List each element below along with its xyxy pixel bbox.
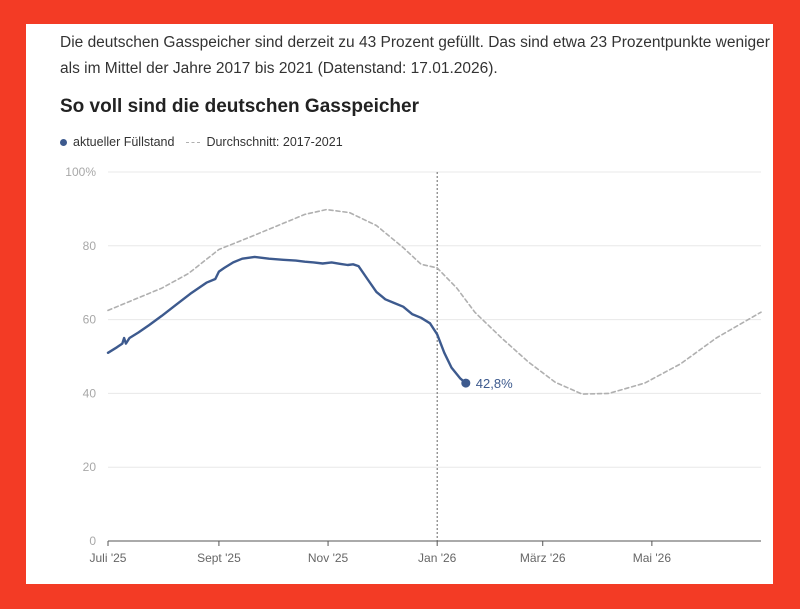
chart-title: So voll sind die deutschen Gasspeicher (60, 96, 419, 117)
y-tick-label: 60 (83, 313, 97, 327)
chart-plot: 0 20 40 60 80 100% Juli '25 Sept '25 Nov '25 Jan … (65, 165, 762, 565)
x-tick-label: Nov '25 (308, 551, 349, 565)
y-tick-label: 20 (83, 460, 97, 474)
legend: aktueller Füllstand Durchschnitt: 2017-2… (60, 135, 355, 149)
y-tick-label: 0 (89, 534, 96, 548)
legend-dash-icon (186, 141, 201, 143)
current-value-label: 42,8% (476, 376, 513, 391)
legend-dot-icon (60, 138, 67, 146)
current-value-point (461, 378, 471, 388)
legend-label-average: Durchschnitt: 2017-2021 (206, 135, 343, 149)
series-line-average (107, 208, 762, 395)
legend-item-average[interactable]: Durchschnitt: 2017-2021 (186, 135, 343, 149)
series-line-current (106, 255, 467, 385)
x-tick-label: Juli '25 (90, 551, 127, 565)
x-tick-label: Jan '26 (418, 551, 457, 565)
legend-item-current[interactable]: aktueller Füllstand (60, 135, 174, 149)
x-tick-label: März '26 (520, 551, 566, 565)
chart-card: Die deutschen Gasspeicher sind derzeit z… (26, 24, 773, 584)
legend-label-current: aktueller Füllstand (73, 135, 175, 149)
y-tick-label: 40 (83, 386, 97, 400)
y-tick-label: 100% (65, 165, 96, 179)
intro-paragraph: Die deutschen Gasspeicher sind derzeit z… (60, 34, 770, 77)
y-tick-label: 80 (83, 239, 97, 253)
x-tick-label: Mai '26 (633, 551, 672, 565)
x-tick-label: Sept '25 (197, 551, 241, 565)
